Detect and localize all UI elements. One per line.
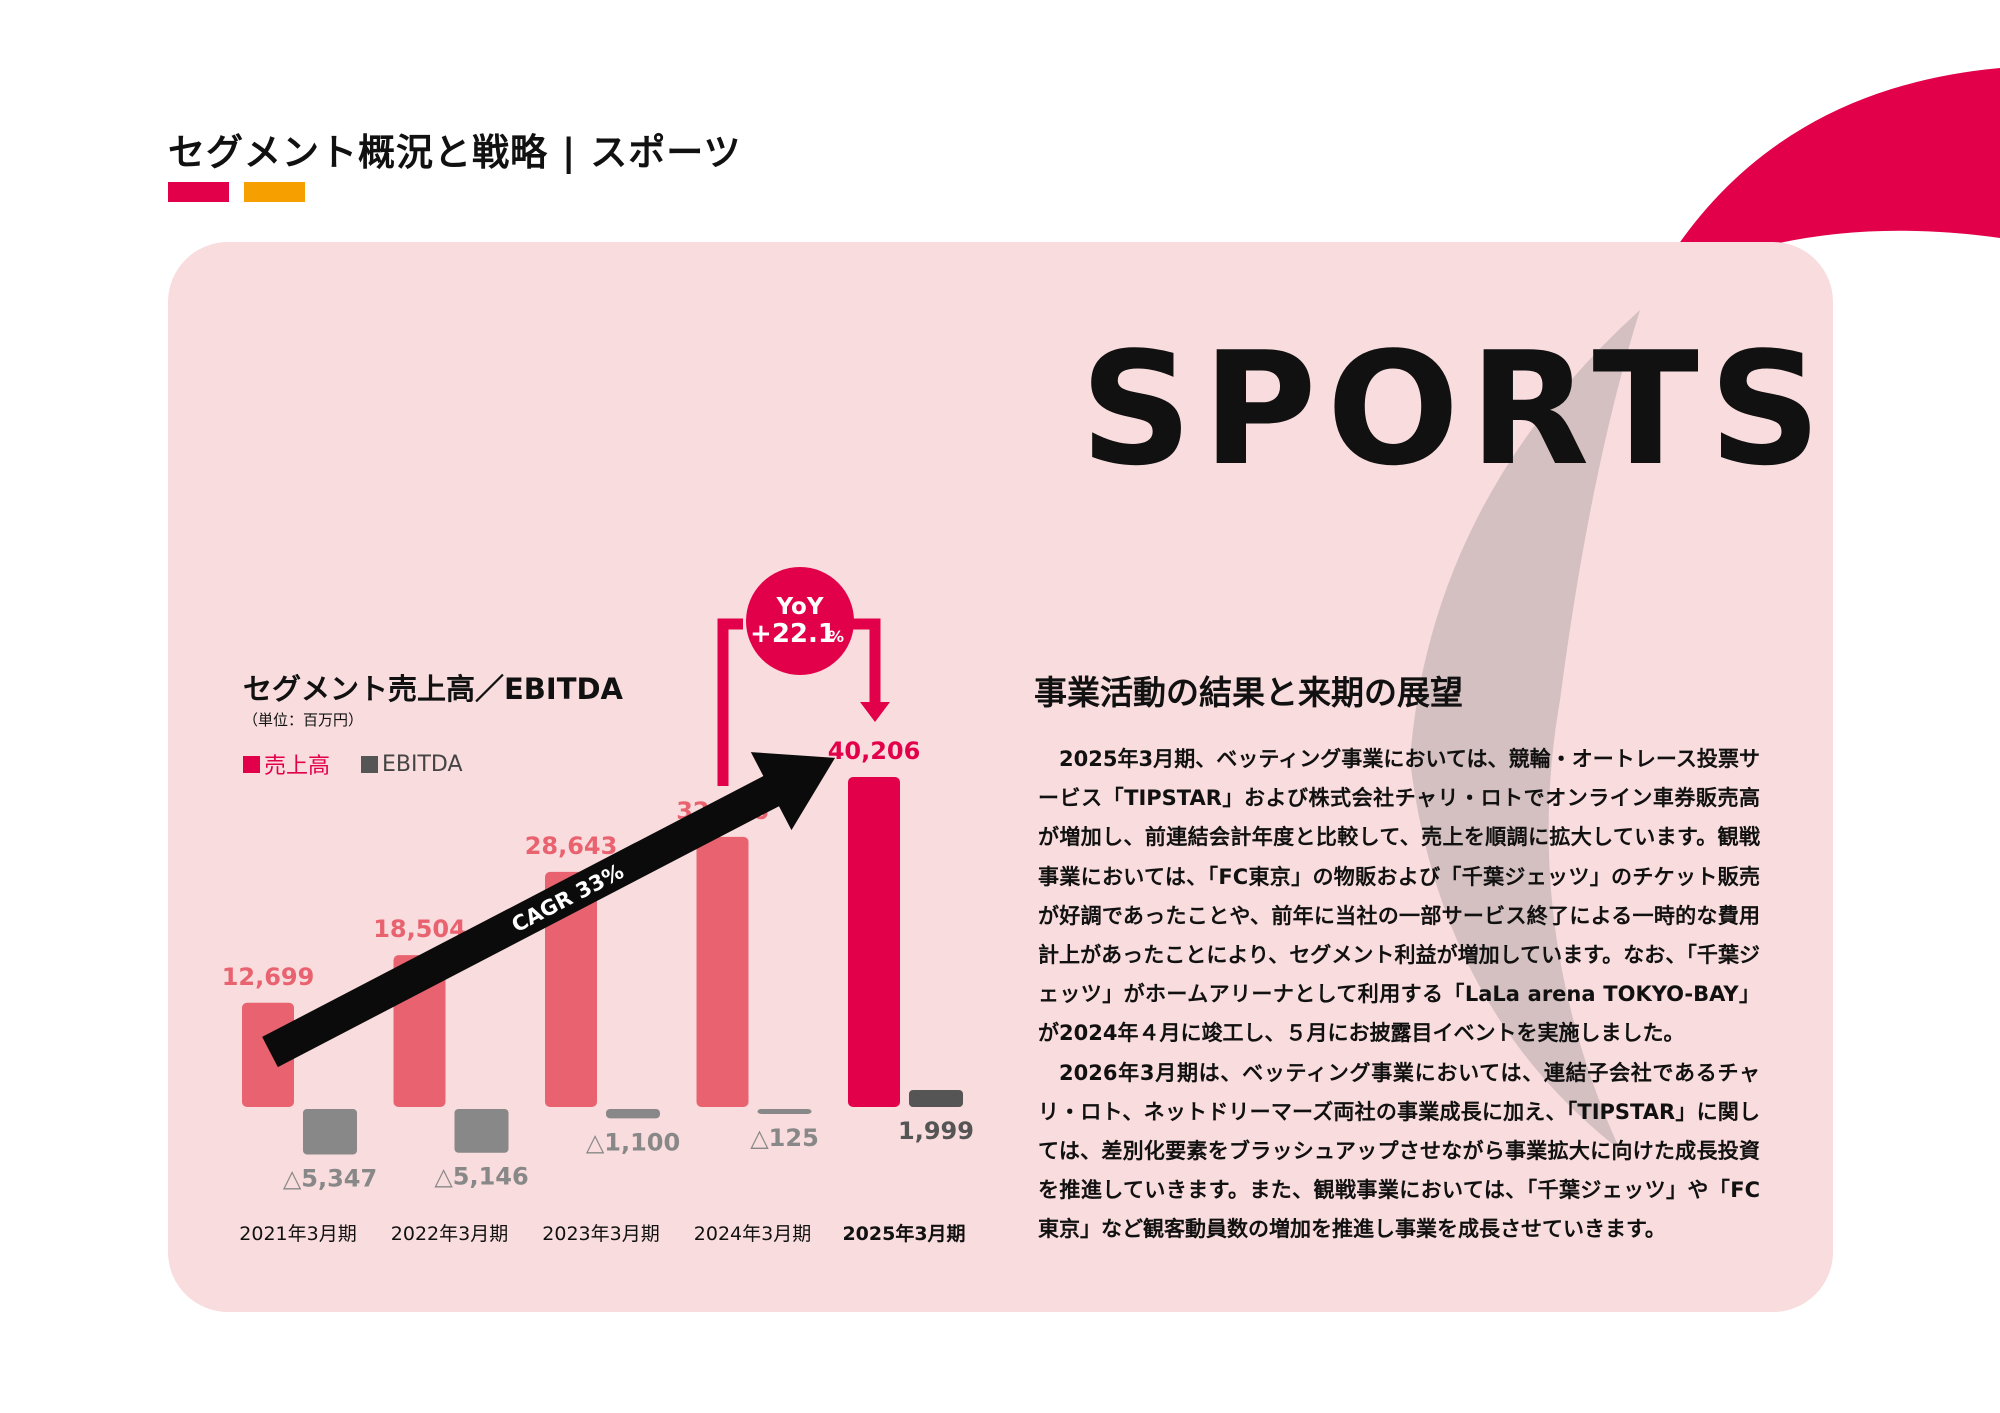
cagr-arrow-shape (262, 752, 836, 1068)
body-paragraph-1: 2025年3月期、ベッティング事業においては、競輪・オートレース投票サービス「T… (1038, 747, 1760, 1046)
ebitda-value-label: △125 (750, 1124, 819, 1152)
yoy-arrowhead (860, 702, 890, 722)
chart-unit: （単位：百万円） (243, 711, 364, 729)
yoy-unit: % (828, 627, 844, 646)
sports-wordmark: SPORTS (1080, 318, 1832, 500)
category-label: 2021年3月期 (239, 1223, 356, 1245)
ebitda-value-label: 1,999 (898, 1117, 974, 1145)
page-title: セグメント概況と戦略 | スポーツ (168, 131, 742, 174)
yoy-circle (746, 567, 854, 675)
chart-legend: 売上高 EBITDA (243, 748, 487, 780)
sales-value-label: 40,206 (828, 737, 921, 765)
yoy-label: YoY (776, 594, 824, 620)
yoy-value: +22.1 (750, 619, 836, 649)
ebitda-bar (757, 1109, 812, 1114)
category-label: 2022年3月期 (391, 1223, 508, 1245)
legend-swatch-sales (243, 755, 260, 773)
accent-bar-red (168, 182, 229, 202)
sales-bar (696, 836, 749, 1107)
text-section-heading: 事業活動の結果と来期の展望 (1034, 673, 1463, 712)
body-paragraph-2: 2026年3月期は、ベッティング事業においては、連結子会社であるチャリ・ロト、ネ… (1038, 1060, 1760, 1242)
sales-value-label: 28,643 (525, 832, 618, 860)
ebitda-value-label: △1,100 (586, 1128, 680, 1156)
legend-swatch-ebitda (361, 755, 379, 773)
category-label: 2024年3月期 (694, 1223, 811, 1245)
ebitda-bar (606, 1109, 660, 1119)
ebitda-value-label: △5,347 (283, 1164, 377, 1192)
yoy-bracket-right (853, 618, 881, 704)
ebitda-value-label: △5,146 (434, 1163, 528, 1191)
sales-value-label: 18,504 (373, 915, 466, 943)
ebitda-bar (909, 1090, 963, 1107)
sales-bar (848, 777, 900, 1107)
category-label: 2023年3月期 (542, 1223, 659, 1245)
legend-label-sales: 売上高 (264, 754, 331, 779)
yoy-bracket-left (717, 618, 743, 786)
legend-item-ebitda: EBITDA (361, 752, 463, 777)
legend-item-sales: 売上高 (243, 748, 330, 780)
sales-value-label: 12,699 (222, 963, 315, 991)
chart-title: セグメント売上高／EBITDA (243, 672, 624, 706)
category-label: 2025年3月期 (842, 1222, 965, 1245)
ebitda-bar (303, 1109, 357, 1155)
ebitda-bar (454, 1109, 509, 1153)
text-section-body: 2025年3月期、ベッティング事業においては、競輪・オートレース投票サービス「T… (1038, 740, 1760, 1250)
legend-label-ebitda: EBITDA (382, 751, 463, 777)
accent-bar-orange (244, 182, 305, 202)
sales-bar (545, 871, 597, 1107)
